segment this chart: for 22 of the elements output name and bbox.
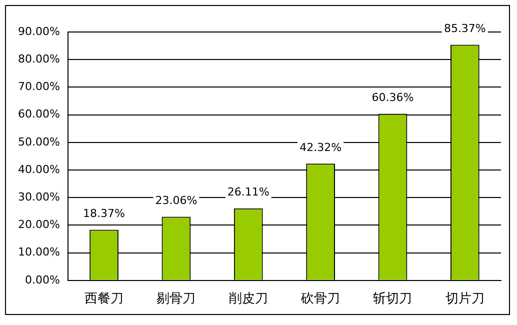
y-tick-label: 10.00%	[18, 246, 60, 259]
y-tick-label: 20.00%	[18, 218, 60, 232]
y-tick-label: 40.00%	[18, 162, 60, 176]
y-tick-label: 70.00%	[18, 80, 60, 94]
y-tick-label: 30.00%	[18, 190, 60, 204]
x-tick-label: 西餐刀	[84, 292, 124, 307]
y-tick-label: 50.00%	[18, 135, 60, 148]
data-label: 23.06%	[155, 194, 198, 208]
data-label: 26.11%	[227, 186, 270, 199]
y-tick-label: 60.00%	[18, 108, 60, 121]
data-label: 85.37%	[444, 22, 486, 36]
y-tick-label: 80.00%	[18, 52, 60, 66]
x-tick-label: 削皮刀	[228, 292, 268, 307]
x-tick-label: 砍骨刀	[300, 292, 340, 307]
y-tick-label: 0.00%	[24, 273, 60, 286]
data-label: 60.36%	[372, 91, 414, 104]
data-label: 42.32%	[300, 140, 342, 154]
x-tick-label: 斩切刀	[373, 292, 412, 307]
data-label: 18.37%	[83, 207, 126, 220]
x-tick-label: 切片刀	[445, 292, 484, 307]
y-tick-label: 90.00%	[18, 24, 60, 38]
x-tick-label: 剔骨刀	[156, 292, 196, 307]
